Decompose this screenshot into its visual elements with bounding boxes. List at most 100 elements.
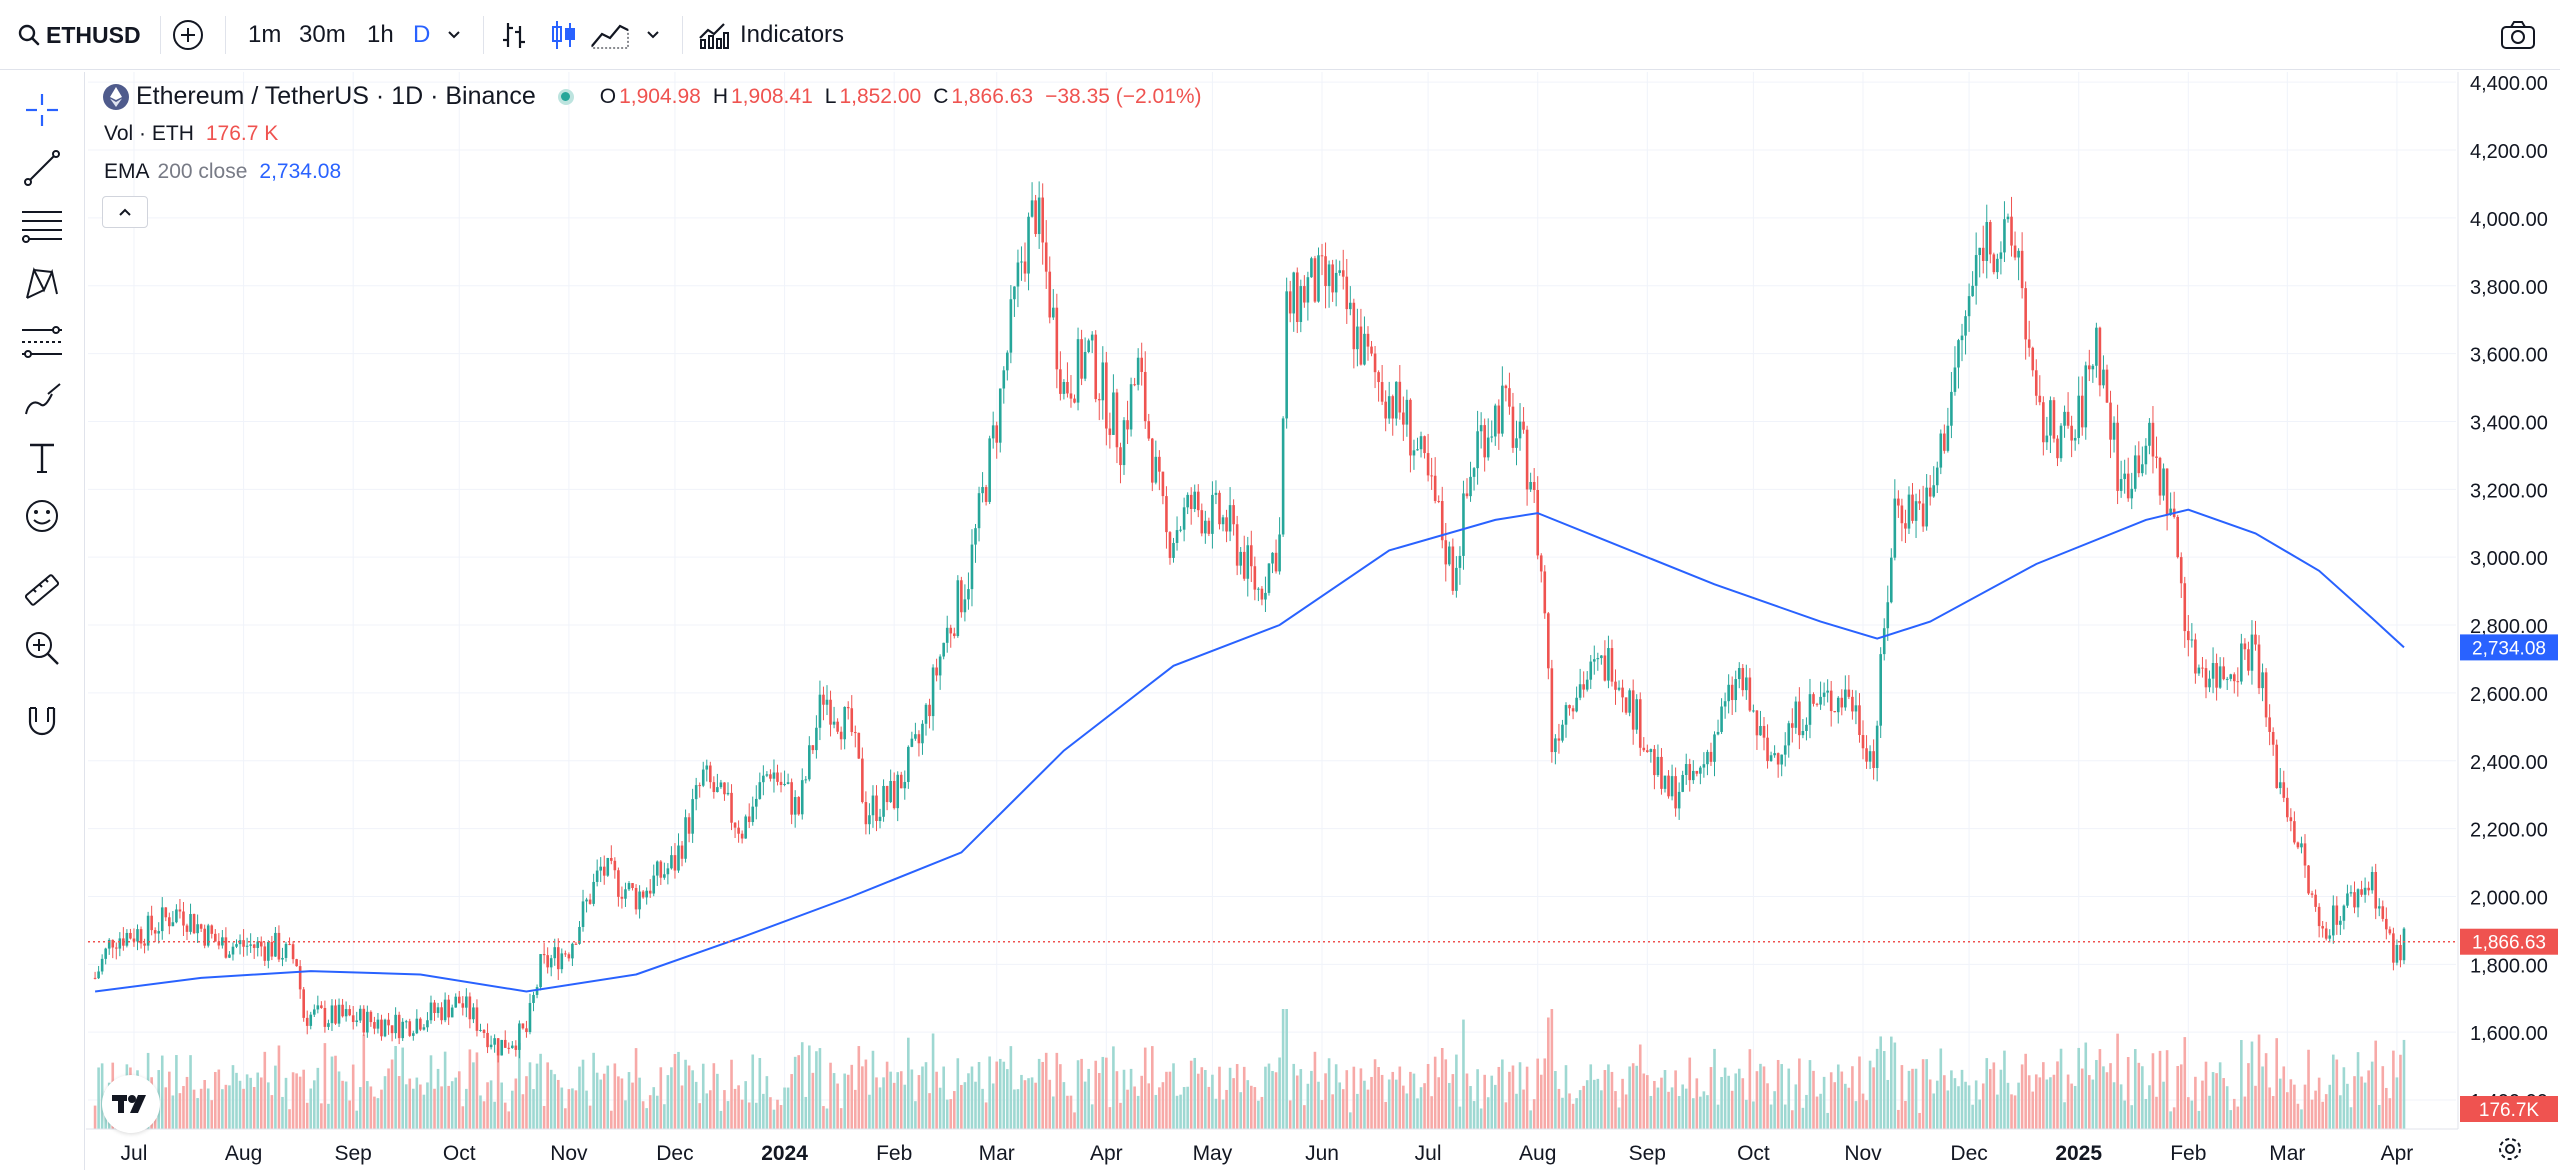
candle-body [2331, 905, 2335, 936]
volume-bar [2289, 1079, 2293, 1129]
candle-body [815, 727, 818, 751]
candle-body [1165, 496, 1168, 533]
candle-body [107, 939, 111, 949]
emoji-tool[interactable] [18, 492, 66, 540]
candle-body [2133, 455, 2137, 489]
volume-bar [1327, 1058, 1331, 1129]
candles-style-button[interactable] [548, 0, 578, 70]
measure-tool[interactable] [18, 566, 66, 614]
candle-body [238, 940, 242, 945]
compare-symbol-button[interactable] [171, 0, 205, 70]
volume-bar [786, 1087, 790, 1129]
fib-retracement-tool[interactable] [18, 202, 66, 250]
bars-style-button[interactable] [500, 0, 528, 70]
candle-body [1324, 256, 1327, 287]
volume-bar [1122, 1069, 1126, 1129]
volume-bar [723, 1090, 726, 1129]
interval-d[interactable]: D [413, 0, 430, 70]
price-tick-label: 1,800.00 [2470, 955, 2548, 977]
forecast-tool[interactable] [18, 318, 66, 366]
candle-body [1497, 405, 1501, 434]
trend-line-tool[interactable] [18, 144, 66, 192]
interval-label: 1m [248, 21, 282, 48]
volume-bar [655, 1095, 659, 1129]
candle-body [1299, 286, 1303, 323]
volume-bar [1780, 1064, 1783, 1129]
candle-body [493, 1038, 496, 1045]
candle-body [2126, 473, 2130, 499]
volume-bar [1592, 1079, 1596, 1129]
volume-bar [560, 1087, 564, 1129]
price-tick-label: 2,200.00 [2470, 820, 2548, 842]
zoom-in-tool[interactable] [18, 624, 66, 672]
volume-bar [1062, 1082, 1066, 1129]
candle-body [1020, 261, 1023, 263]
candle-body [114, 947, 118, 949]
volume-bar [808, 1045, 811, 1129]
volume-bar [822, 1106, 825, 1129]
ema-params: 200 close [157, 160, 248, 183]
volume-bar [998, 1058, 1002, 1129]
volume-bar [1794, 1084, 1798, 1129]
volume-bar [2353, 1076, 2356, 1129]
volume-bar [1073, 1112, 1076, 1129]
ema-value: 2,734.08 [259, 160, 342, 183]
interval-1h[interactable]: 1h [367, 0, 394, 70]
candle-body [97, 971, 100, 979]
volume-bar [634, 1048, 638, 1129]
interval-30m[interactable]: 30m [299, 0, 346, 70]
volume-bar [1465, 1073, 1469, 1129]
ema-label: EMA [104, 160, 150, 183]
candle-body [875, 795, 878, 822]
volume-bar [2250, 1041, 2254, 1129]
area-style-button[interactable] [590, 0, 630, 70]
candle-body [1532, 481, 1536, 491]
brush-tool[interactable] [18, 376, 66, 424]
chart-settings-button[interactable] [2490, 1134, 2530, 1164]
volume-bar [2045, 1079, 2049, 1129]
ruler-icon [24, 574, 60, 606]
candle-body [1688, 764, 1692, 781]
candle-body [503, 1039, 507, 1048]
candle-body [620, 896, 624, 899]
chart-pane[interactable]: 4,400.00 4,200.00 4,000.00 3,800.00 3,600.00… [86, 72, 2560, 1170]
snapshot-button[interactable] [2500, 0, 2536, 70]
interval-1m[interactable]: 1m [248, 0, 281, 70]
volume-bar [938, 1087, 942, 1129]
volume-bar [758, 1058, 762, 1129]
candle-body [1377, 372, 1380, 383]
candle-body [2141, 464, 2144, 474]
candle-body [454, 996, 458, 1008]
volume-bar [1504, 1102, 1508, 1129]
crosshair-tool[interactable] [18, 86, 66, 134]
candle-body [1359, 326, 1363, 365]
interval-dropdown[interactable] [444, 0, 464, 70]
chart-style-dropdown[interactable] [643, 0, 663, 70]
volume-bar [1737, 1068, 1741, 1129]
volume-bar [2222, 1078, 2225, 1129]
volume-bar [1458, 1106, 1462, 1129]
volume-bar [394, 1046, 397, 1129]
volume-bar [2307, 1049, 2310, 1129]
volume-bar [1476, 1069, 1479, 1129]
symbol-search[interactable]: ETHUSD [18, 0, 141, 70]
candle-body [206, 925, 210, 946]
price-chart[interactable]: 4,400.00 4,200.00 4,000.00 3,800.00 3,600.00… [86, 72, 2560, 1170]
indicators-button[interactable]: Indicators [698, 0, 844, 70]
pattern-tool[interactable] [18, 260, 66, 308]
candle-body [1974, 255, 1978, 286]
text-tool[interactable] [18, 434, 66, 482]
volume-bar [549, 1069, 553, 1129]
volume-bar [535, 1063, 539, 1129]
magnet-tool[interactable] [18, 696, 66, 744]
volume-bar [567, 1089, 571, 1129]
tradingview-logo[interactable] [102, 1075, 160, 1133]
candle-body [2310, 893, 2314, 895]
candle-body [977, 493, 981, 529]
volume-bar [1037, 1058, 1041, 1129]
volume-bar [903, 1084, 907, 1129]
collapse-legend-button[interactable] [102, 196, 148, 228]
volume-bar [2141, 1066, 2144, 1129]
volume-bar [2190, 1100, 2194, 1129]
volume-bar [1182, 1087, 1186, 1129]
